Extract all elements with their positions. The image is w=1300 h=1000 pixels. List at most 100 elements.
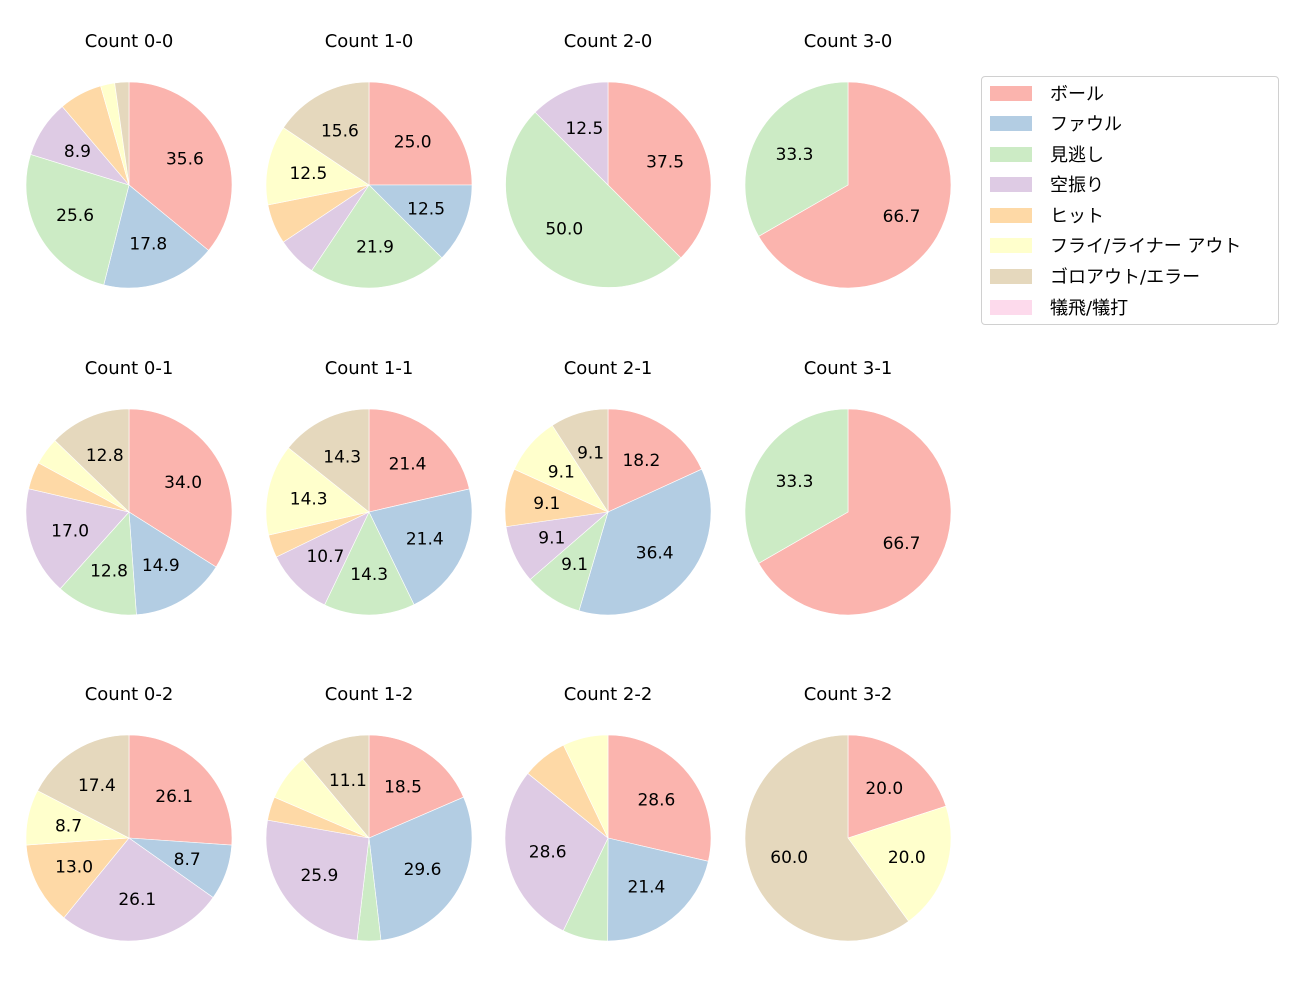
pie-slice	[128, 81, 233, 251]
slice-label: 14.3	[290, 489, 328, 509]
slice-label: 33.3	[776, 145, 814, 165]
pie-chart: 21.4 21.4 14.3 10.7 14.3 14.3 Count 1-1	[249, 342, 489, 642]
pie-chart: 28.6 21.4 28.6 Count 2-2	[488, 668, 728, 968]
pie-title: Count 1-2	[324, 684, 414, 705]
legend: ボール ファウル 見逃し 空振り ヒット フライ/ライナー アウト ゴロアウト/…	[981, 76, 1279, 325]
slice-label: 9.1	[577, 444, 604, 464]
pie-title: Count 0-0	[84, 31, 174, 52]
pie-chart: 66.7 33.3 Count 3-1	[728, 342, 968, 642]
slice-label: 17.8	[129, 235, 167, 255]
pie-title: Count 0-1	[84, 358, 174, 379]
slice-label: 17.0	[51, 522, 89, 542]
slice-label: 36.4	[636, 544, 674, 564]
slice-label: 37.5	[646, 152, 684, 172]
pie-title: Count 3-2	[803, 684, 893, 705]
slice-label: 15.6	[321, 122, 359, 142]
pie-title: Count 3-1	[803, 358, 893, 379]
slice-label: 66.7	[883, 207, 921, 227]
pie-chart: 66.7 33.3 Count 3-0	[728, 15, 968, 315]
pie-title: Count 1-1	[324, 358, 414, 379]
legend-swatch	[990, 237, 1032, 253]
pie-slice	[54, 408, 130, 513]
pie-graphic: 18.236.49.19.19.19.19.1	[504, 408, 712, 616]
slice-label: 29.6	[404, 860, 442, 880]
pie-slice	[265, 127, 370, 206]
legend-item-called-strike: 見逃し	[990, 142, 1104, 166]
pie-chart: 18.5 29.6 25.9 11.1 Count 1-2	[249, 668, 489, 968]
legend-label: ボール	[1050, 84, 1104, 105]
legend-item-fly-liner-out: フライ/ライナー アウト	[990, 233, 1241, 257]
slice-label: 28.6	[637, 791, 675, 811]
slice-label: 21.9	[356, 238, 394, 258]
pie-slice	[505, 111, 682, 288]
slice-label: 26.1	[118, 890, 156, 910]
legend-swatch	[990, 207, 1032, 223]
pie-graphic: 66.7 33.3	[744, 81, 952, 289]
legend-swatch	[990, 85, 1032, 101]
pie-graphic: 25.0 12.5 21.9 12.5 15.6	[265, 81, 473, 289]
pie-slice	[283, 81, 370, 186]
legend-item-ball: ボール	[990, 81, 1104, 105]
pie-slice	[265, 819, 370, 941]
pie-graphic: 34.014.912.817.012.8	[25, 408, 233, 616]
legend-item-grounder-error: ゴロアウト/エラー	[990, 264, 1200, 288]
slice-label: 26.1	[155, 787, 193, 807]
pie-graphic: 28.6 21.4 28.6	[504, 734, 712, 942]
pie-slice	[847, 805, 952, 922]
pie-chart: 37.5 50.0 12.5 Count 2-0	[488, 15, 728, 315]
pie-graphic: 26.1 8.7 26.1 13.0 8.7 17.4	[25, 734, 233, 942]
slice-label: 12.5	[289, 164, 327, 184]
pie-slice	[63, 837, 214, 942]
slice-label: 17.4	[78, 776, 116, 796]
pie-chart: 34.0 14.9 12.8 17.0 12.8 Count 0-1	[9, 342, 249, 642]
pie-slice	[607, 734, 712, 862]
pie-slice	[578, 468, 712, 616]
legend-label: ヒット	[1050, 206, 1104, 227]
slice-label: 14.3	[323, 447, 361, 467]
legend-swatch	[990, 176, 1032, 192]
pie-chart: 20.0 20.0 60.0 Count 3-2	[728, 668, 968, 968]
legend-item-hit: ヒット	[990, 203, 1104, 227]
pie-title: Count 2-2	[563, 684, 653, 705]
pie-graphic: 37.5 50.0 12.5	[505, 81, 712, 288]
pie-slice	[368, 184, 473, 259]
slice-label: 14.9	[142, 556, 180, 576]
pie-slice	[311, 184, 443, 289]
pie-slice	[758, 408, 952, 616]
legend-item-sacrifice: 犠飛/犠打	[990, 295, 1128, 319]
legend-label: 見逃し	[1050, 145, 1104, 166]
pie-title: Count 0-2	[84, 684, 174, 705]
legend-label: ゴロアウト/エラー	[1050, 267, 1201, 288]
slice-label: 28.6	[529, 843, 567, 863]
pie-slice	[551, 408, 609, 514]
pie-slice	[607, 408, 703, 513]
pie-slice	[128, 511, 217, 616]
pie-slice	[563, 734, 609, 839]
pie-graphic: 21.4 21.4 14.3 10.7 14.3 14.3	[265, 408, 473, 616]
slice-label: 34.0	[164, 473, 202, 493]
slice-label: 10.7	[306, 547, 344, 567]
slice-label: 35.6	[166, 150, 204, 170]
pie-chart: 25.0 12.5 21.9 12.5 15.6 Count 1-0	[249, 15, 489, 315]
slice-label: 9.1	[548, 463, 575, 483]
pie-slice	[744, 408, 849, 564]
slice-label: 60.0	[770, 848, 808, 868]
slice-label: 25.0	[394, 132, 432, 152]
pie-slice	[607, 837, 709, 942]
legend-label: ファウル	[1050, 114, 1122, 135]
pie-slice	[103, 184, 209, 289]
slice-label: 20.0	[888, 848, 926, 868]
pie-chart: 35.6 17.8 25.6 8.9 Count 0-0	[9, 15, 249, 315]
legend-item-foul: ファウル	[990, 111, 1122, 135]
pie-slice	[302, 734, 370, 839]
pie-chart: 18.2 36.4 9.1 9.1 9.1 9.1 9.1 Count 2-1	[488, 342, 728, 642]
pie-slice	[534, 81, 609, 186]
pie-slice	[287, 408, 370, 513]
legend-label: 犠飛/犠打	[1050, 298, 1129, 319]
pie-graphic: 35.6 17.8 25.6 8.9	[25, 81, 233, 289]
slice-label: 8.9	[64, 142, 91, 162]
pie-slice	[37, 734, 130, 839]
pie-title: Count 2-0	[563, 31, 653, 52]
pie-slice	[504, 772, 609, 932]
pie-slice	[25, 837, 130, 919]
